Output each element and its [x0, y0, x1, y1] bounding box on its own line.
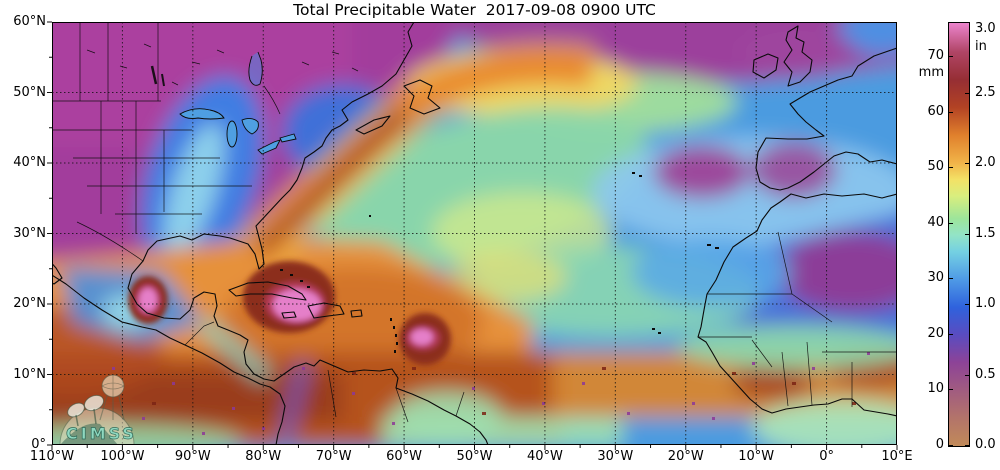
colorbar-tick-mark: [965, 22, 969, 23]
colorbar-mm-tick-label: 30: [927, 270, 944, 286]
x-tick-label: 80°W: [245, 449, 282, 464]
coast-north-africa-mediterranean: [790, 193, 897, 199]
lake-ontario: [279, 133, 297, 143]
x-tick-label: 70°W: [315, 449, 352, 464]
colorbar-tick-mark: [949, 389, 953, 391]
lake-superior: [179, 108, 225, 120]
colorbar-tick-mark: [949, 278, 953, 280]
coast-ireland: [752, 53, 779, 79]
coast-puerto-rico: [350, 309, 363, 318]
coast-north-america-atlantic: [142, 22, 415, 270]
colorbar: [948, 22, 970, 447]
vortex-core: [139, 288, 157, 312]
colorbar-mm-tick-label: 50: [927, 159, 944, 175]
colorbar-in-tick-label: 2.5: [975, 84, 996, 100]
james-bay: [248, 51, 263, 86]
colorbar-tick-mark: [965, 233, 969, 235]
grid-lines: [52, 22, 897, 445]
colorbar-in-tick-label: 1.0: [975, 296, 996, 311]
colorbar-tick-mark: [965, 445, 969, 446]
map-plot: CIMSS: [47, 21, 898, 450]
x-tick-label: 10°E: [881, 449, 913, 464]
y-tick-label: 60°N: [13, 14, 46, 29]
colorbar-tick-mark: [949, 56, 953, 58]
colorbar-mm-tick-label: 70: [927, 48, 944, 64]
colorbar-unit-in: in: [975, 39, 987, 54]
colorbar-in-tick-label: 3.0: [975, 21, 996, 36]
coast-hispaniola: [307, 302, 345, 319]
x-tick-label: 50°W: [456, 449, 493, 464]
tpw-field: [52, 22, 897, 445]
coast-jamaica: [281, 311, 297, 319]
plot-title: Total Precipitable Water 2017-09-08 0900…: [293, 1, 656, 19]
x-tick-label: 110°W: [29, 449, 75, 464]
lake-michigan: [226, 120, 238, 148]
coast-nova-scotia: [355, 115, 391, 135]
y-tick-label: 20°N: [13, 296, 46, 311]
colorbar-tick-mark: [965, 163, 969, 164]
x-tick-label: 90°W: [174, 449, 211, 464]
watermark-text: CIMSS: [66, 424, 137, 443]
x-tick-label: 60°W: [386, 449, 423, 464]
colorbar-unit-mm: mm: [918, 65, 944, 81]
coast-cuba: [228, 281, 307, 301]
colorbar-in-tick-label: 0.5: [975, 366, 996, 382]
colorbar-mm-tick-label: 20: [927, 325, 944, 341]
watermark-hill: [60, 423, 118, 445]
colorbar-tick-mark: [949, 167, 953, 169]
coastlines: [52, 22, 897, 445]
coast-europe: [755, 47, 897, 191]
coast-west-africa: [697, 193, 897, 417]
lake-huron: [241, 117, 259, 135]
y-tick-label: 10°N: [13, 366, 46, 382]
x-tick-label: 40°W: [526, 449, 563, 464]
x-tick-label: 10°W: [738, 449, 775, 464]
plot-frame: [52, 22, 897, 445]
colorbar-tick-mark: [949, 111, 953, 113]
colorbar-mm-tick-label: 0: [935, 437, 944, 452]
y-tick-label: 40°N: [13, 155, 46, 170]
cimss-watermark: CIMSS: [59, 374, 137, 445]
coast-newfoundland: [403, 79, 441, 115]
colorbar-tick-mark: [949, 445, 953, 446]
y-tick-label: 0°: [31, 437, 46, 452]
colorbar-tick-mark: [965, 374, 969, 376]
coast-gulf-caribbean-south-america: [127, 260, 489, 445]
vortex-core: [411, 329, 433, 345]
colorbar-tick-mark: [949, 333, 953, 335]
satellite-dish-icon: [67, 402, 85, 418]
axis-ticks: [47, 21, 898, 450]
colorbar-tick-mark: [949, 222, 953, 224]
y-tick-label: 30°N: [13, 225, 46, 241]
colorbar-in-tick-label: 1.5: [975, 225, 996, 241]
x-tick-label: 20°W: [667, 449, 704, 464]
colorbar-mm-tick-label: 60: [927, 103, 944, 119]
satellite-dish-icon: [83, 394, 105, 412]
field-speckles: [112, 352, 870, 435]
coast-pacific-central-america: [52, 274, 286, 445]
coast-great-britain: [783, 25, 813, 87]
colorbar-in-tick-label: 0.0: [975, 437, 996, 452]
y-tick-label: 50°N: [13, 84, 46, 100]
x-tick-label: 100°W: [100, 449, 145, 464]
x-tick-label: 0°: [819, 449, 834, 464]
colorbar-tick-mark: [965, 304, 969, 305]
lakes: [179, 51, 297, 155]
x-tick-label: 30°W: [597, 449, 634, 464]
colorbar-mm-tick-label: 40: [927, 214, 944, 230]
colorbar-tick-mark: [965, 92, 969, 94]
colorbar-in-tick-label: 2.0: [975, 155, 996, 170]
small-islands: [280, 172, 719, 353]
colorbar-mm-tick-label: 10: [927, 381, 944, 397]
